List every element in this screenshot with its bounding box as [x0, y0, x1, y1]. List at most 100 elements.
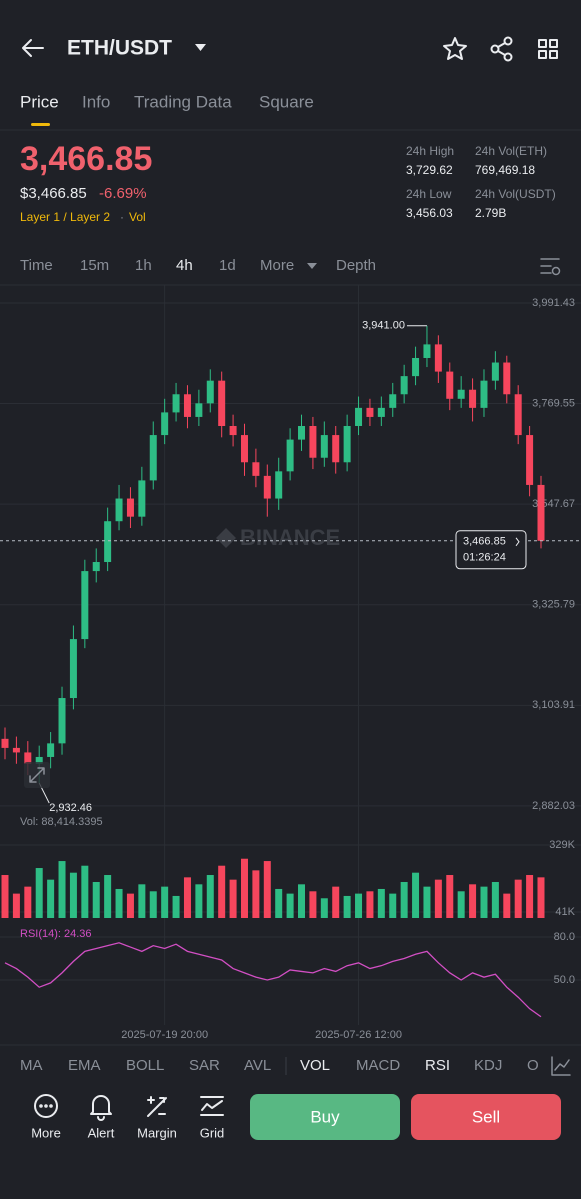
volume-bar: [35, 868, 43, 918]
watermark-logo: [216, 528, 236, 548]
volume-bar: [69, 872, 77, 918]
candle-body: [480, 380, 488, 408]
tag[interactable]: Layer 1 / Layer 2: [20, 210, 110, 224]
timeframe[interactable]: 4h: [176, 257, 193, 274]
candle-body: [446, 371, 454, 399]
volume-bar: [480, 886, 488, 918]
more-caret[interactable]: [307, 263, 317, 269]
grid-icon[interactable]: [538, 39, 558, 59]
volume-bar: [491, 881, 499, 918]
volume-bar: [514, 879, 522, 918]
candle-body: [69, 639, 77, 699]
buy-button[interactable]: [250, 1094, 400, 1140]
sell-label[interactable]: Sell: [472, 1107, 500, 1126]
timeframe[interactable]: Time: [20, 257, 53, 274]
candle-body: [389, 394, 397, 408]
indicator[interactable]: MA: [20, 1057, 43, 1074]
candle-body: [115, 498, 123, 522]
candle-body: [366, 407, 374, 417]
x-tick-label: 2025-07-19 20:00: [121, 1029, 208, 1041]
sell-button[interactable]: [411, 1094, 561, 1140]
candle-body: [491, 362, 499, 381]
volume-bar: [138, 884, 146, 918]
candle-body: [434, 344, 442, 372]
indicator-settings-icon[interactable]: [551, 1056, 571, 1076]
stat-label: 24h High: [406, 144, 454, 158]
stat-value: 2.79B: [475, 206, 506, 220]
volume-bar: [81, 865, 89, 918]
share-icon[interactable]: [490, 36, 513, 62]
timeframe[interactable]: 15m: [80, 257, 109, 274]
indicator[interactable]: RSI: [425, 1057, 450, 1074]
tab[interactable]: Price: [20, 92, 59, 111]
indicator[interactable]: MACD: [356, 1057, 400, 1074]
y-tick-label: 329K: [549, 839, 575, 851]
candle-body: [183, 394, 191, 417]
tab[interactable]: Info: [82, 92, 110, 111]
action-label[interactable]: Margin: [137, 1125, 177, 1140]
alert-icon[interactable]: [90, 1095, 112, 1121]
y-tick-label: 50.0: [554, 974, 575, 986]
pair-caret[interactable]: [195, 44, 206, 51]
chart-settings-icon[interactable]: [540, 258, 561, 276]
fiat-price: $3,466.85: [20, 185, 87, 202]
favorite-icon[interactable]: [443, 37, 467, 60]
candle-body: [412, 357, 420, 377]
indicator[interactable]: EMA: [68, 1057, 101, 1074]
indicator[interactable]: BOLL: [126, 1057, 164, 1074]
tag[interactable]: Vol: [129, 210, 146, 224]
volume-bar: [195, 884, 203, 918]
volume-bar: [58, 861, 66, 918]
indicator[interactable]: KDJ: [474, 1057, 502, 1074]
candle-body: [400, 376, 408, 395]
buy-label[interactable]: Buy: [310, 1107, 340, 1126]
stat-value: 769,469.18: [475, 163, 535, 177]
expand-button[interactable]: [24, 762, 50, 788]
y-tick-label: 3,103.91: [532, 699, 575, 711]
volume-bar: [104, 875, 112, 918]
volume-bar: [389, 893, 397, 918]
indicator[interactable]: VOL: [300, 1057, 330, 1074]
candle-body: [24, 752, 32, 764]
more-icon[interactable]: [34, 1094, 58, 1118]
indicator[interactable]: SAR: [189, 1057, 220, 1074]
candle-body: [503, 362, 511, 395]
tab[interactable]: Square: [259, 92, 314, 111]
stat-label: 24h Vol(USDT): [475, 187, 556, 201]
pair-title[interactable]: ETH/USDT: [67, 37, 172, 60]
candle-body: [309, 426, 317, 458]
timeframe[interactable]: 1h: [135, 257, 152, 274]
stat-value: 3,729.62: [406, 163, 453, 177]
volume-bar: [126, 893, 134, 918]
timeframe[interactable]: More: [260, 257, 294, 274]
action-label[interactable]: Grid: [200, 1125, 225, 1140]
grid-bot-icon[interactable]: [200, 1096, 224, 1116]
volume-bar: [115, 888, 123, 918]
y-tick-label: 2,882.03: [532, 800, 575, 812]
candle-body: [58, 698, 66, 744]
indicator[interactable]: O: [527, 1057, 539, 1074]
volume-bar: [343, 895, 351, 918]
timeframe[interactable]: Depth: [336, 257, 376, 274]
volume-bar: [434, 879, 442, 918]
candle-body: [526, 435, 534, 485]
indicator[interactable]: AVL: [244, 1057, 271, 1074]
tab[interactable]: Trading Data: [134, 92, 232, 111]
timeframe[interactable]: 1d: [219, 257, 236, 274]
candle-body: [298, 426, 306, 440]
candle-body: [240, 435, 248, 463]
last-price-arrow: [515, 537, 520, 547]
action-label[interactable]: More: [31, 1125, 61, 1140]
volume-bar: [286, 893, 294, 918]
high-label: 3,941.00: [362, 320, 405, 332]
candle-body: [514, 394, 522, 436]
volume-bar: [161, 886, 169, 918]
last-price-box: [455, 530, 527, 570]
margin-icon[interactable]: [147, 1096, 167, 1117]
candle-body: [92, 562, 100, 572]
last-price: 3,466.85: [20, 140, 152, 178]
back-button[interactable]: [22, 39, 44, 57]
action-label[interactable]: Alert: [88, 1125, 115, 1140]
y-tick-label: 41K: [555, 906, 575, 918]
